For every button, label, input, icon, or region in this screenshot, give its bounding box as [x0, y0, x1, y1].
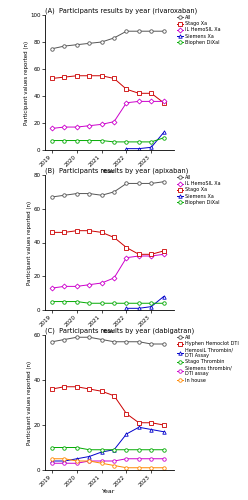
Legend: All, Stago Xa, IL HemoSIL Xa, Siemens Xa, Biophen DiXal: All, Stago Xa, IL HemoSIL Xa, Siemens Xa…	[178, 15, 221, 45]
Y-axis label: Participant values reported (n): Participant values reported (n)	[24, 40, 29, 124]
X-axis label: Year: Year	[102, 489, 116, 494]
Legend: All, Hyphen Hemoclot DTI, HemosiL Thrombin/
DTI Assay, Stago Thrombin, Siemens t: All, Hyphen Hemoclot DTI, HemosiL Thromb…	[178, 335, 239, 382]
X-axis label: Year: Year	[102, 329, 116, 334]
Legend: All, IL HemoSIL Xa, Stago Xa, Siemens Xa, Biophen DiXal: All, IL HemoSIL Xa, Stago Xa, Siemens Xa…	[178, 175, 221, 205]
Y-axis label: Participant values reported (n): Participant values reported (n)	[27, 200, 32, 284]
Text: (C)  Participants results by year (dabigatran): (C) Participants results by year (dabiga…	[45, 327, 194, 334]
Text: (A)  Participants results by year (rivaroxaban): (A) Participants results by year (rivaro…	[45, 7, 197, 14]
X-axis label: Year: Year	[102, 169, 116, 174]
Y-axis label: Participant values reported (n): Participant values reported (n)	[27, 360, 32, 444]
Text: (B)  Participants results by year (apixaban): (B) Participants results by year (apixab…	[45, 167, 188, 173]
